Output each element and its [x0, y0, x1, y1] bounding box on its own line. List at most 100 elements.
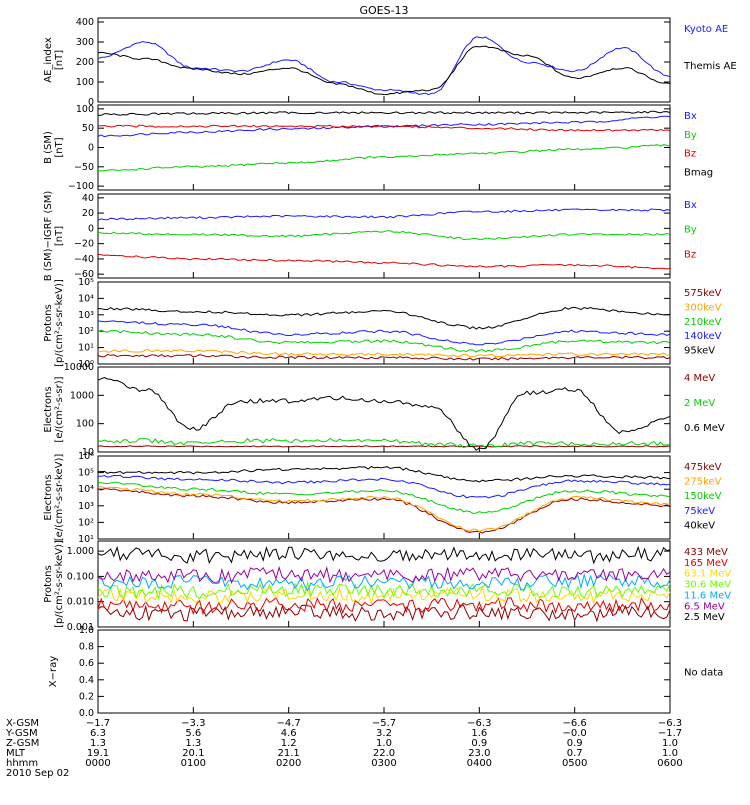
y-tick-label: 0.4	[79, 675, 94, 686]
y-tick-label: 10000	[64, 362, 94, 373]
legend-entry: 140keV	[684, 331, 722, 342]
footer-value: 0.9	[471, 738, 487, 749]
footer-row-label: hhmm	[6, 758, 38, 769]
y-tick-label: 0.6	[79, 658, 94, 669]
y-tick-label: 100	[76, 419, 94, 430]
footer-value: 4.6	[281, 728, 297, 739]
y-tick-label: 10⁵	[78, 277, 94, 288]
y-tick-label: 10⁵	[78, 468, 94, 479]
legend-entry: 95keV	[684, 346, 715, 357]
footer-value: −6.6	[563, 718, 587, 729]
y-tick-label: −50	[74, 162, 94, 173]
y-tick-label: 50	[82, 123, 94, 134]
y-tick-label: 0	[88, 223, 94, 234]
y-axis-label: [p/(cm²-s-sr-keV)]	[54, 279, 65, 367]
panel-6: 0.001 0.010 0.100 1.000 Protons [p/(cm²-s-sr-…	[43, 540, 731, 633]
legend-entry: 4 MeV	[684, 373, 715, 384]
footer-value: 21.1	[278, 748, 300, 759]
legend-entry: 150keV	[684, 491, 722, 502]
series-line-11-6-mev	[98, 572, 671, 592]
footer-value: 22.0	[373, 748, 395, 759]
series-line-by	[97, 230, 671, 241]
legend-entry: 0.6 MeV	[684, 423, 725, 434]
y-tick-label: 10⁶	[78, 451, 94, 462]
y-tick-label: −60	[74, 269, 94, 280]
y-axis-label: [p/(cm²-s-sr-keV)]	[54, 540, 65, 628]
y-axis-label: Protons	[43, 565, 54, 602]
series-line-bx	[97, 208, 671, 221]
footer-row-label: X-GSM	[6, 718, 39, 729]
legend-entry: Bz	[684, 249, 696, 260]
footer-value: 0.9	[567, 738, 583, 749]
legend-entry: 275keV	[684, 477, 722, 488]
y-axis-label: [nT]	[54, 50, 65, 70]
footer-value: 19.1	[87, 748, 109, 759]
y-tick-label: 1.000	[67, 546, 94, 557]
footer-value: −4.7	[277, 718, 301, 729]
y-tick-label: 10²	[78, 517, 94, 528]
panel-frame	[97, 540, 671, 628]
legend-entry: 300keV	[684, 302, 722, 313]
legend-entry: 63.1 MeV	[684, 569, 731, 580]
series-line-575kev	[97, 353, 671, 361]
legend-entry: 6.5 MeV	[684, 601, 725, 612]
legend-entry: 2 MeV	[684, 398, 715, 409]
y-tick-label: 10	[82, 447, 94, 458]
y-tick-label: −100	[68, 181, 94, 192]
y-axis-label: B (SM)−IGRF (SM)	[43, 191, 54, 282]
series-line-themis-ae	[97, 45, 671, 96]
y-tick-label: 20	[82, 208, 94, 219]
legend-entry: Bmag	[684, 167, 713, 178]
y-axis-label: [nT]	[54, 137, 65, 157]
legend-entry: By	[684, 130, 697, 141]
series-line-140kev	[97, 320, 671, 346]
footer-value: 1.3	[90, 738, 106, 749]
footer-value: 1.0	[376, 738, 392, 749]
series-line-40kev	[98, 466, 671, 483]
footer-value: 20.1	[182, 748, 204, 759]
y-tick-label: −40	[74, 254, 94, 265]
y-tick-label: 400	[76, 17, 94, 28]
y-tick-label: 10⁴	[78, 293, 94, 304]
y-tick-label: 10⁰	[78, 359, 94, 370]
series-line-by	[97, 144, 671, 172]
series-line-2-mev	[97, 437, 671, 449]
footer-row-label: Y-GSM	[5, 728, 38, 739]
footer-value: 1.3	[185, 738, 201, 749]
series-line-bx	[97, 115, 671, 138]
no-data-label: No data	[684, 668, 723, 679]
footer-value: 1.2	[281, 738, 297, 749]
y-axis-label: X−ray	[48, 656, 59, 687]
y-axis-label: Protons	[43, 304, 54, 341]
series-line-2-5-mev	[97, 545, 671, 565]
y-axis-label: AE_index	[43, 37, 54, 83]
footer-value: 1.0	[662, 738, 678, 749]
legend-entry: Bz	[684, 149, 696, 160]
series-line-165-mev	[97, 596, 671, 615]
series-line-210kev	[97, 329, 671, 353]
y-axis-label: Electrons	[43, 474, 54, 520]
legend-entry: Kyoto AE	[684, 24, 728, 35]
y-tick-label: 0.100	[67, 571, 94, 582]
legend-entry: Bx	[684, 200, 697, 211]
panel-4: 10 100 1000 10000 Electrons [e/(cm²-s-sr)] 4 M…	[43, 362, 725, 458]
y-tick-label: 0.0	[79, 708, 94, 719]
y-tick-label: 0	[88, 97, 94, 108]
series-line-bz	[97, 253, 671, 270]
y-tick-label: 0	[88, 143, 94, 154]
panel-frame	[97, 17, 671, 103]
y-tick-label: 100	[76, 104, 94, 115]
legend-entry: 2.5 MeV	[684, 612, 725, 623]
y-tick-label: 10⁴	[78, 484, 94, 495]
footer-value: 0600	[657, 758, 682, 769]
footer-value: 23.0	[468, 748, 490, 759]
legend-entry: 40keV	[684, 520, 715, 531]
y-tick-label: 200	[76, 57, 94, 68]
footer-value: 0.7	[567, 748, 583, 759]
series-line-6-5-mev	[97, 565, 671, 584]
y-tick-label: 0.8	[79, 642, 94, 653]
footer-value: 0300	[371, 758, 396, 769]
legend-entry: 433 MeV	[684, 547, 728, 558]
